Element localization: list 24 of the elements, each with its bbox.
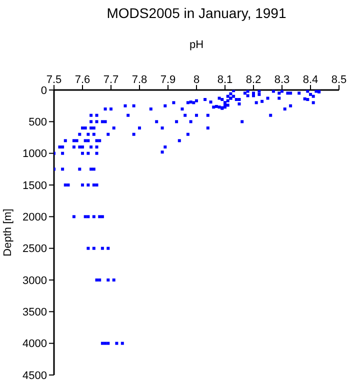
- x-tick-label: 8.3: [274, 74, 290, 86]
- y-tick-label: 1000: [22, 148, 47, 160]
- x-tick-label: 7.5: [46, 74, 62, 86]
- y-tick-label: 500: [28, 116, 47, 129]
- y-tick-label: 2500: [22, 243, 47, 256]
- y-tick-label: 0: [40, 84, 47, 97]
- x-tick-label: 7.9: [160, 74, 176, 86]
- x-tick-label: 7.8: [132, 74, 148, 86]
- x-tick-label: 8: [193, 74, 200, 86]
- y-tick-label: 1500: [22, 180, 47, 192]
- x-tick-label: 8.2: [246, 74, 262, 86]
- y-tick-label: 2000: [22, 212, 47, 224]
- x-axis-title: pH: [189, 39, 204, 51]
- y-axis-title: Depth [m]: [2, 208, 14, 256]
- x-tick-label: 8.1: [217, 74, 233, 86]
- x-tick-label: 7.7: [103, 74, 119, 86]
- y-tick-label: 3500: [22, 306, 47, 319]
- y-tick-label: 4000: [22, 338, 47, 350]
- x-tick-label: 7.6: [74, 74, 90, 86]
- chart-title: MODS2005 in January, 1991: [106, 5, 288, 22]
- y-tick-label: 4500: [22, 370, 47, 382]
- y-tick-label: 3000: [22, 274, 47, 287]
- x-tick-label: 8.4: [302, 74, 318, 86]
- x-tick-label: 8.5: [331, 74, 347, 86]
